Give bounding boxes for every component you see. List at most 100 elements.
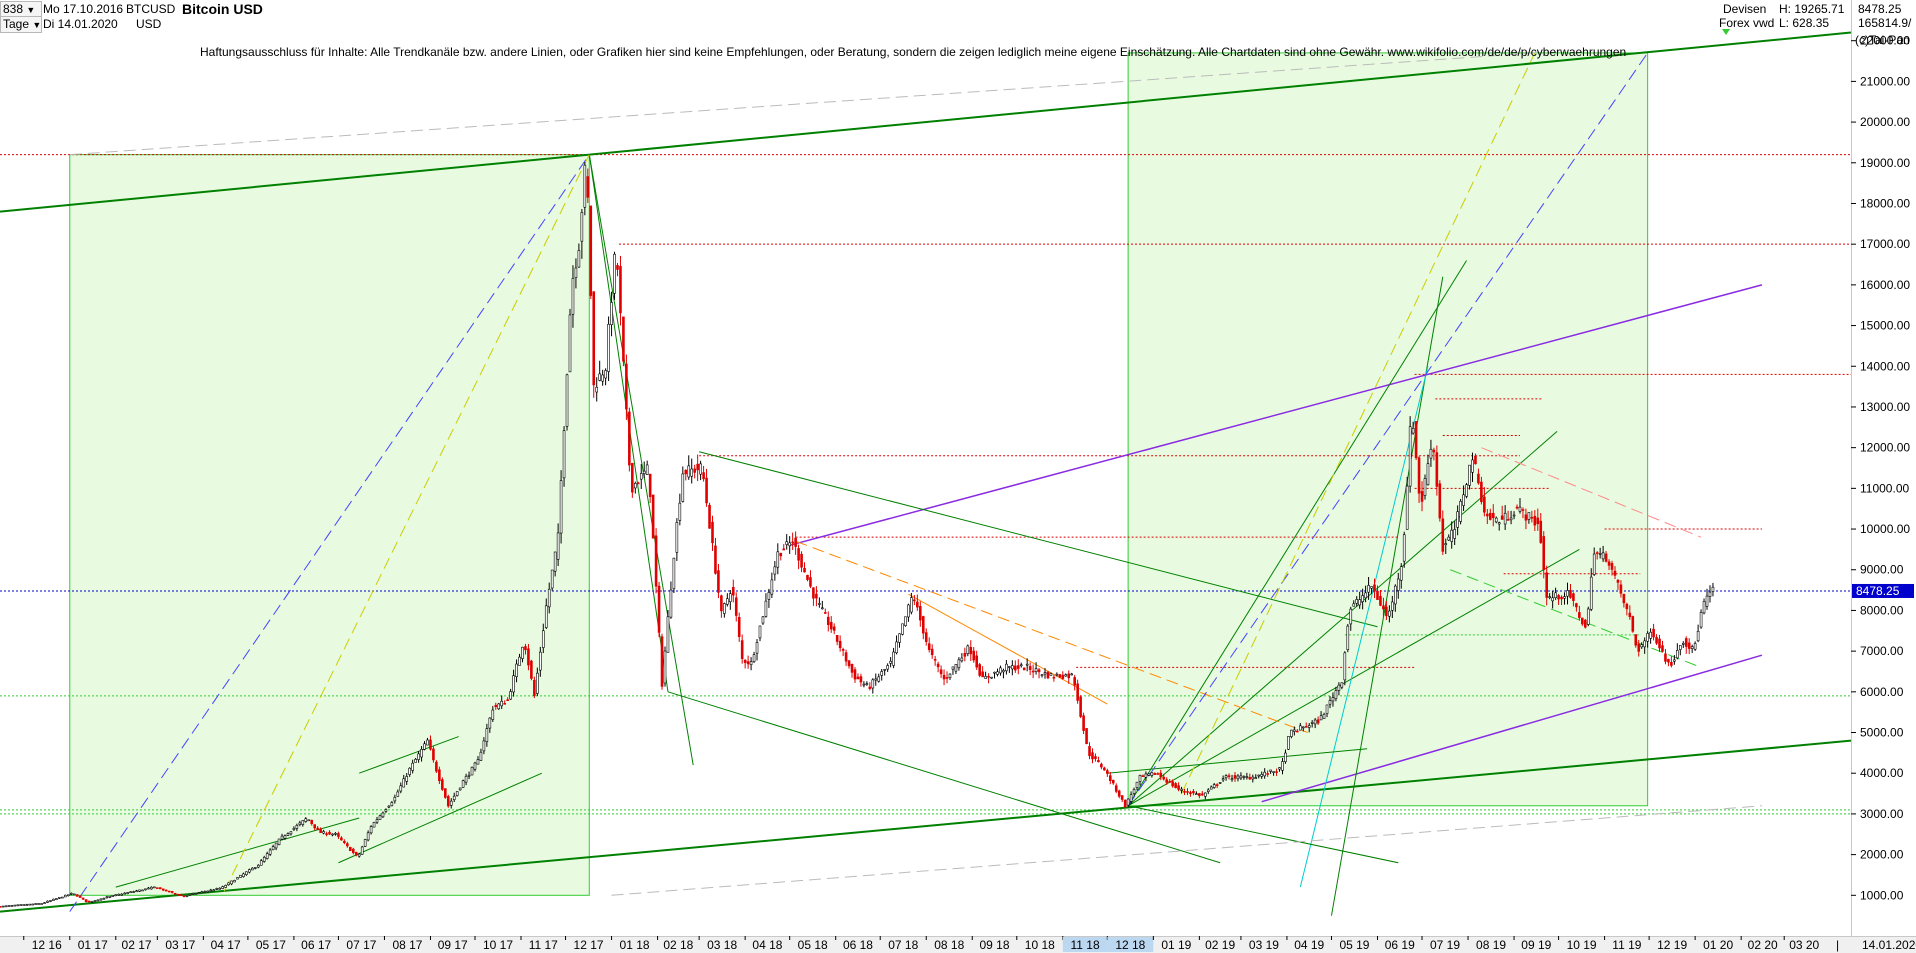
candle-body	[1287, 736, 1290, 750]
candle-body	[1373, 584, 1376, 592]
candle-body	[1536, 517, 1540, 525]
y-tick-label: 8000.00	[1860, 603, 1904, 617]
candle-body	[960, 657, 964, 662]
candle-body	[476, 759, 480, 765]
x-tick-label: 04 17	[211, 938, 241, 952]
candle-body	[737, 617, 741, 637]
candle-body	[1260, 774, 1264, 777]
candle-body	[580, 212, 584, 242]
candle-body	[245, 871, 248, 875]
candle-body	[322, 831, 325, 834]
candle-body	[37, 903, 40, 905]
candle-body	[254, 867, 257, 869]
candle-body	[752, 654, 756, 662]
x-tick-label: 07 19	[1430, 938, 1460, 952]
candle-body	[268, 849, 272, 855]
candle-body	[571, 278, 575, 315]
candle-body	[289, 831, 293, 835]
candle-body	[1640, 644, 1644, 648]
candle-body	[838, 640, 842, 649]
trend-line	[1107, 748, 1368, 774]
candle-body	[856, 676, 860, 680]
candle-body	[203, 891, 207, 893]
candle-body	[812, 587, 815, 599]
chart-title: Bitcoin USD	[182, 1, 263, 17]
candle-body	[731, 587, 735, 596]
candle-body	[387, 805, 391, 808]
candle-body	[1040, 674, 1044, 676]
candle-body	[859, 676, 863, 683]
candle-body	[1132, 789, 1136, 794]
candle-body	[1159, 772, 1163, 778]
candle-body	[87, 900, 91, 903]
candle-body	[351, 848, 355, 853]
candle-body	[1242, 776, 1246, 778]
interval-select[interactable]: Tage ▼	[0, 16, 42, 33]
candle-body	[729, 593, 732, 603]
candle-body	[1708, 591, 1712, 597]
candle-body	[179, 894, 183, 897]
bar-count-select[interactable]: 838 ▼	[0, 1, 42, 18]
candle-body	[910, 597, 913, 613]
candle-body	[1684, 638, 1688, 647]
candle-body	[1601, 552, 1605, 560]
candle-body	[396, 791, 400, 797]
candle-body	[16, 904, 20, 907]
candle-body	[758, 625, 762, 639]
candle-body	[628, 411, 631, 466]
x-tick-label: 09 18	[980, 938, 1010, 952]
candle-body	[999, 667, 1002, 674]
candle-body	[743, 659, 747, 663]
candle-body	[135, 890, 138, 893]
candle-body	[72, 893, 76, 896]
candle-body	[978, 664, 981, 676]
candle-body	[539, 651, 542, 671]
candle-body	[536, 672, 539, 694]
candle-body	[797, 548, 800, 561]
candle-body	[1586, 608, 1590, 625]
candle-body	[815, 593, 818, 599]
candle-body	[1192, 791, 1195, 794]
candle-body	[449, 800, 453, 806]
candle-body	[485, 728, 489, 742]
candle-body	[372, 822, 376, 828]
candle-body	[1405, 485, 1409, 530]
candle-body	[1687, 642, 1691, 649]
candle-body	[1150, 772, 1154, 776]
candle-body	[1646, 633, 1649, 642]
candle-body	[1316, 719, 1320, 724]
x-axis: 12 16 01 17 02 17 03 17 04 17 05 17 06 17 07 17…	[23, 936, 1916, 952]
candle-body	[1293, 729, 1296, 732]
candle-body	[349, 846, 352, 852]
candle-body	[666, 616, 670, 653]
candle-body	[1346, 625, 1350, 651]
trend-line	[1127, 52, 1649, 807]
candle-body	[512, 675, 515, 693]
candle-body	[22, 904, 26, 906]
candle-body	[1153, 773, 1157, 775]
candle-body	[577, 250, 581, 268]
candle-body	[1186, 791, 1189, 793]
candle-body	[1290, 729, 1293, 737]
candle-body	[1227, 775, 1231, 777]
candle-body	[1016, 665, 1020, 669]
candle-body	[622, 316, 625, 362]
candle-body	[414, 758, 417, 763]
candle-body	[337, 833, 340, 837]
candle-body	[1034, 668, 1038, 672]
candle-body	[1, 905, 5, 908]
candle-body	[1171, 781, 1174, 787]
candle-body	[10, 905, 14, 907]
candle-body	[1453, 529, 1456, 539]
candle-body	[921, 616, 925, 634]
trend-line	[0, 31, 1852, 213]
x-tick-label: 08 18	[934, 938, 964, 952]
candle-body	[491, 709, 495, 720]
candle-body	[939, 669, 943, 675]
candle-body	[1141, 775, 1145, 777]
x-tick-label: 03 17	[165, 938, 195, 952]
candle-body	[1331, 697, 1335, 702]
candle-body	[1610, 563, 1614, 570]
candle-body	[749, 661, 753, 666]
